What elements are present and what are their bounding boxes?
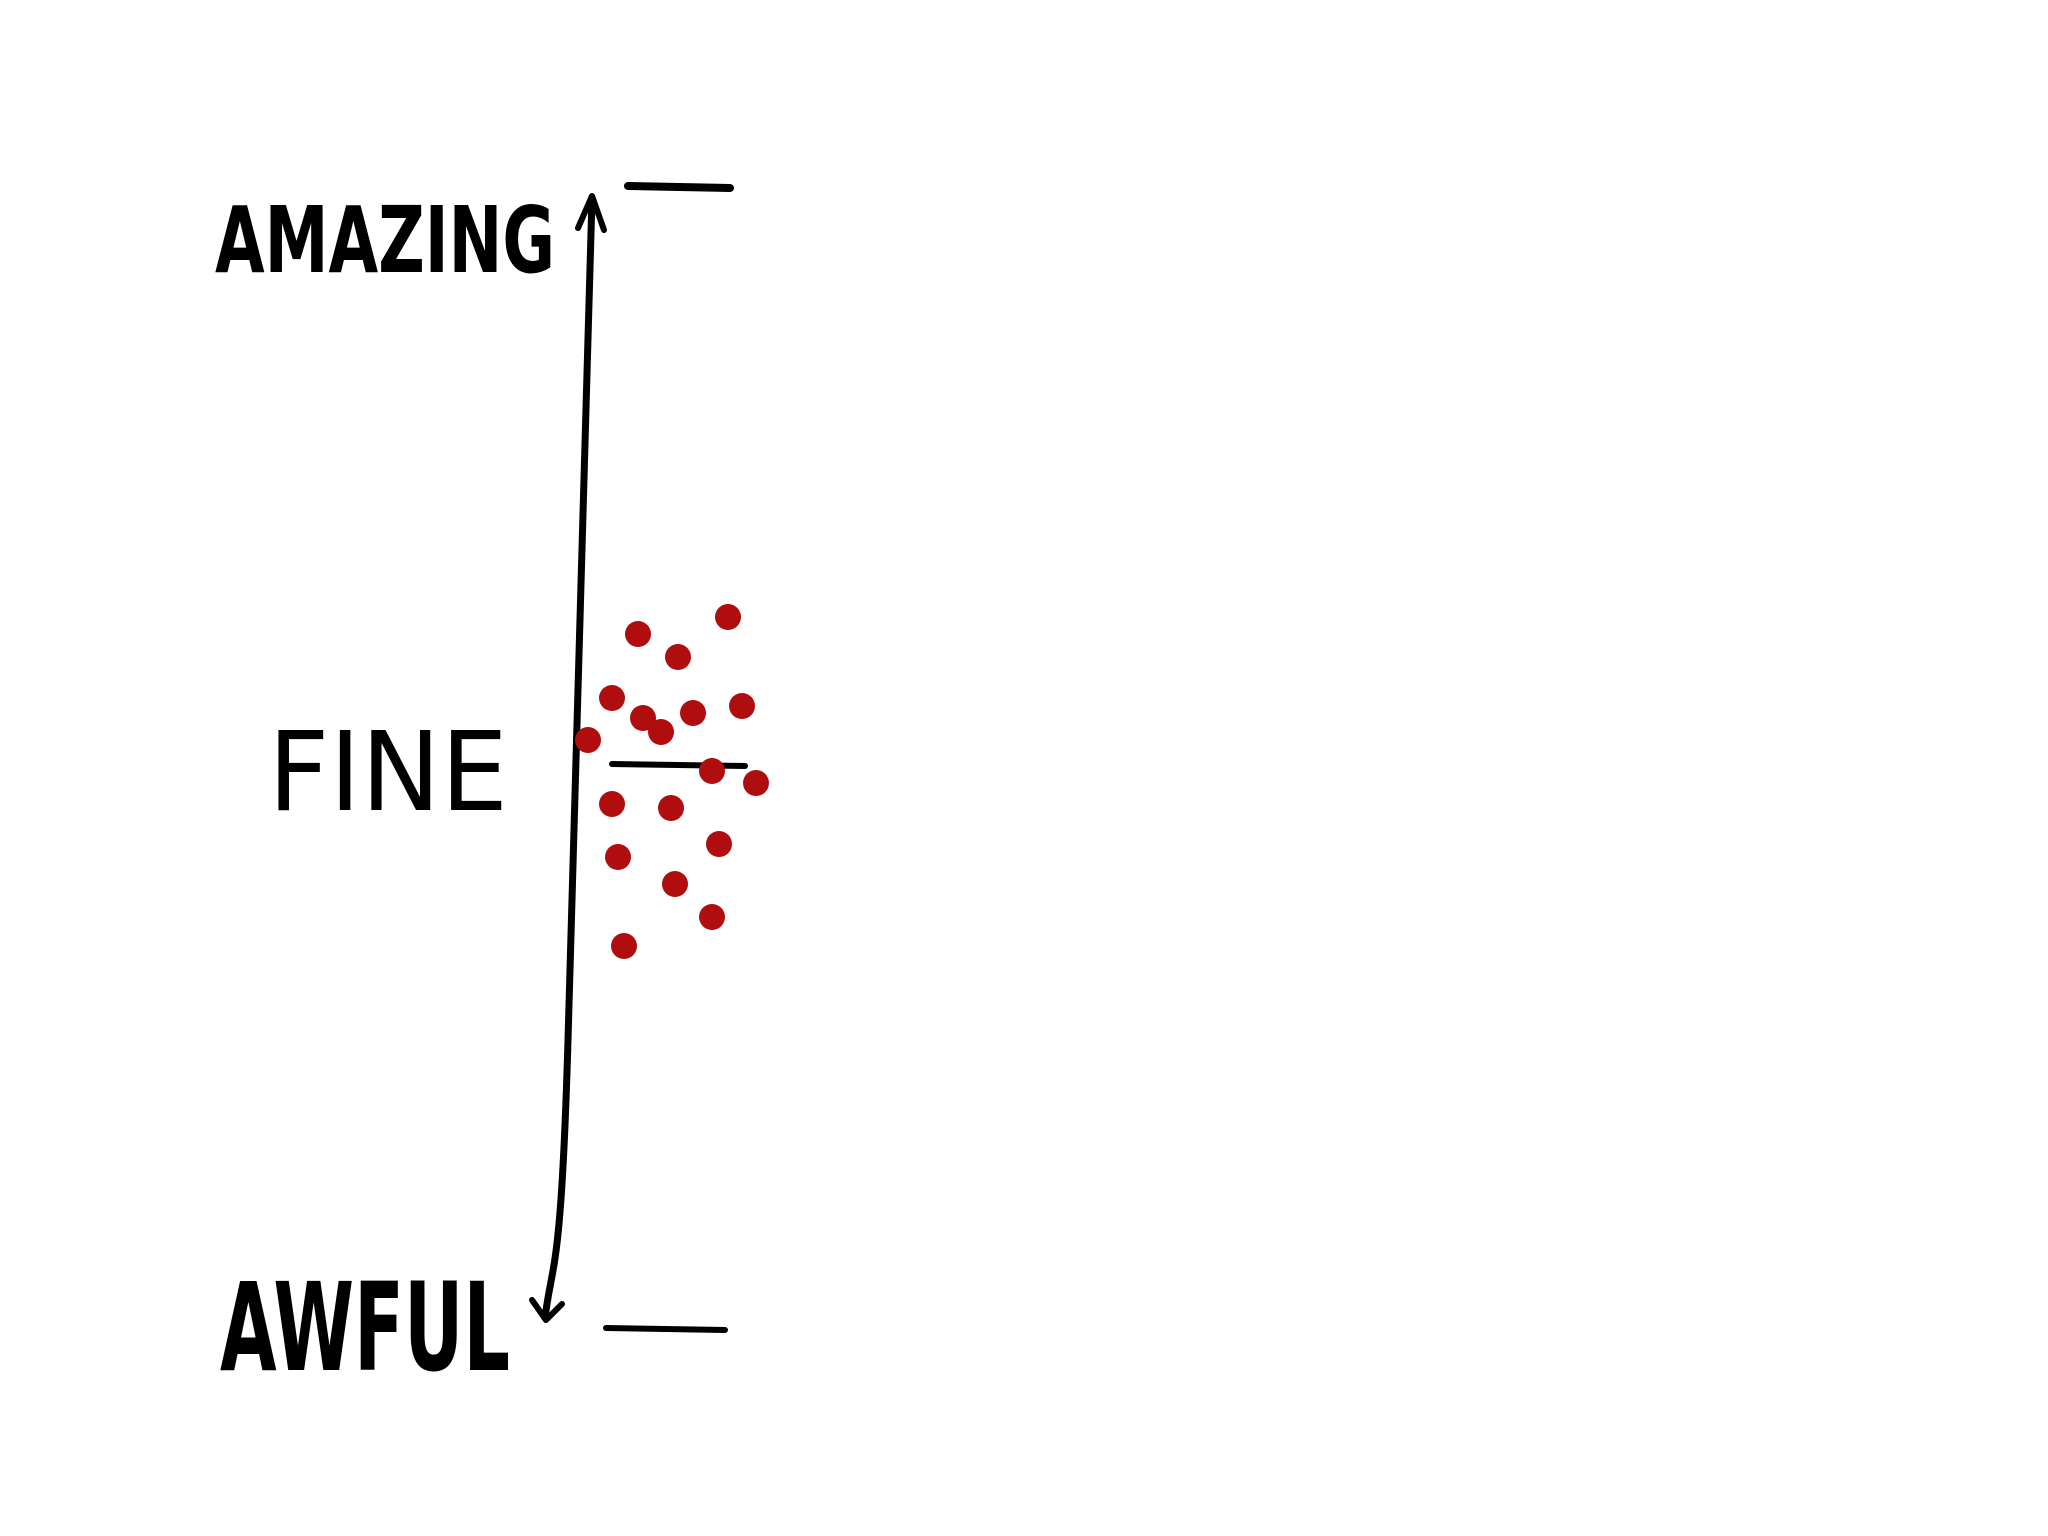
dot: [662, 871, 688, 897]
dot: [575, 727, 601, 753]
dot: [648, 719, 674, 745]
label-amazing: AMAZING: [215, 187, 555, 294]
dot: [625, 621, 651, 647]
response-dots: [575, 604, 769, 959]
dot: [706, 831, 732, 857]
dot: [729, 693, 755, 719]
dot: [599, 791, 625, 817]
axis-line: [541, 194, 596, 1322]
tick-top: [624, 182, 734, 192]
vertical-axis-arrow: [529, 193, 607, 1323]
dot: [699, 758, 725, 784]
dot: [680, 700, 706, 726]
label-fine: FINE: [268, 708, 508, 836]
arrowhead-up-icon: [575, 193, 607, 233]
tick-marks: [603, 182, 748, 1333]
dot: [611, 933, 637, 959]
dot: [605, 844, 631, 870]
dot: [630, 705, 656, 731]
label-awful: AWFUL: [220, 1257, 510, 1399]
dot: [658, 795, 684, 821]
dot: [715, 604, 741, 630]
dot: [743, 770, 769, 796]
arrowhead-down-icon: [529, 1297, 565, 1323]
dot: [699, 904, 725, 930]
dot: [599, 685, 625, 711]
tick-middle: [609, 761, 748, 769]
tick-bottom: [603, 1325, 728, 1333]
dot: [665, 644, 691, 670]
